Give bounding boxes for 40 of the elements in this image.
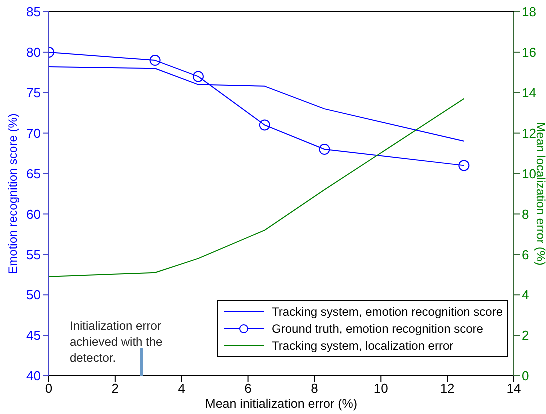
line-series — [49, 98, 465, 278]
x-tick-label: 14 — [506, 381, 522, 396]
y-tick-label: 85 — [26, 4, 41, 20]
x-tick-label: 12 — [440, 381, 455, 396]
y2-tick-label: 0 — [522, 368, 530, 384]
x-tick-label: 6 — [244, 381, 252, 396]
legend-label: Tracking system, localization error — [272, 338, 454, 352]
y-tick-label: 40 — [26, 368, 41, 384]
y2-tick-label: 18 — [522, 4, 536, 20]
y2-tick-label: 12 — [522, 126, 536, 141]
x-tick-label: 8 — [311, 381, 318, 396]
y2-tick-label: 4 — [522, 288, 530, 303]
point — [150, 55, 161, 66]
y2-tick-label: 10 — [522, 166, 536, 182]
point — [192, 71, 204, 82]
y-tick-label: 50 — [26, 288, 41, 303]
x-tick-label: 0 — [45, 381, 53, 396]
y2-tick-label: 6 — [522, 247, 530, 262]
legend-label: Tracking system, emotion recognition score — [272, 304, 503, 318]
y2-tick-label: 14 — [522, 86, 536, 101]
y2-tick-label: 16 — [522, 45, 536, 60]
y-tick-label: 70 — [26, 126, 41, 141]
y-tick-label: 75 — [26, 86, 41, 101]
y-tick-label: 80 — [26, 45, 41, 60]
point — [458, 160, 470, 172]
x-tick-label: 10 — [374, 381, 388, 396]
ref-line-label: Initialization error achieved with the detector. — [70, 319, 164, 365]
point — [259, 120, 270, 131]
point — [319, 144, 330, 156]
x-tick-label: 4 — [178, 381, 186, 396]
y-axis-title: Emotion recognition score (%) — [6, 114, 20, 274]
legend-label: Ground truth, emotion recognition score — [272, 322, 484, 336]
y-tick-label: 55 — [26, 247, 41, 262]
y-tick-label: 65 — [26, 166, 41, 182]
y-tick-label: 60 — [26, 206, 41, 222]
y-tick-label: 45 — [26, 328, 41, 344]
x-axis-title: Mean initialization error (%) — [205, 397, 358, 411]
y2-tick-label: 8 — [522, 206, 530, 222]
y2-tick-label: 2 — [522, 328, 530, 344]
x-tick-label: 2 — [112, 381, 120, 396]
